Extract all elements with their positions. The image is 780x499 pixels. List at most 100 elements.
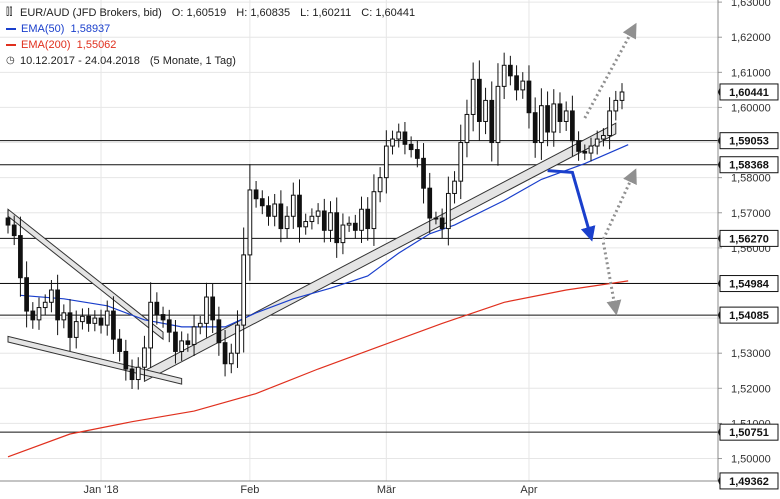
candle-body: [526, 80, 532, 114]
level-label-pointer: [718, 86, 720, 97]
candle-body: [111, 310, 116, 340]
y-tick-label: 1,61000: [731, 67, 771, 79]
candle-body: [508, 64, 513, 77]
candle-body: [328, 212, 333, 231]
candle-body: [216, 319, 222, 344]
dotted-up-mid-arrow: [602, 168, 637, 240]
candle-body: [582, 150, 588, 154]
level-label: 1,54085: [729, 310, 769, 322]
y-tick-label: 1,63000: [731, 0, 771, 9]
candle-body: [439, 217, 445, 230]
candle-body: [123, 350, 129, 370]
candle-body: [371, 191, 377, 230]
dotted-down-arrow: [601, 242, 622, 316]
level-label-pointer: [718, 427, 720, 438]
candle-body: [594, 138, 600, 147]
y-tick-label: 1,62000: [731, 32, 771, 44]
candle-body: [470, 78, 476, 115]
candle-body: [390, 138, 395, 147]
candle-body: [309, 215, 315, 223]
legend-open: 1,60519: [186, 7, 227, 19]
candle-body: [458, 142, 464, 182]
candle-body: [272, 203, 278, 217]
candle-body: [135, 366, 141, 381]
candle-body: [61, 312, 67, 321]
candle-body: [222, 342, 228, 365]
candle-body: [228, 352, 234, 365]
candle-body: [421, 157, 426, 189]
legend-high: 1,60835: [250, 7, 291, 19]
level-label-pointer: [718, 475, 720, 486]
x-tick-label: Mär: [377, 484, 396, 496]
candle-body: [501, 64, 507, 87]
y-tick-label: 1,53000: [731, 348, 771, 360]
legend-low-label: L:: [300, 7, 310, 19]
candle-body: [11, 224, 17, 237]
candle-body: [539, 105, 544, 144]
candle-body: [290, 194, 296, 217]
legend-symbol-row: ⫿⫿ EUR/AUD (JFD Brokers, bid) O: 1,60519…: [6, 5, 415, 21]
x-tick-label: Apr: [520, 484, 537, 496]
candle-body: [197, 322, 203, 328]
candle-body: [173, 331, 178, 352]
clock-icon: ◷: [6, 55, 15, 66]
ema50-path: [20, 144, 629, 328]
legend-open-label: O:: [171, 7, 184, 19]
candle-body: [55, 289, 60, 321]
ema50-swatch: [6, 28, 16, 30]
ema200-line: [7, 280, 629, 458]
candle-body: [129, 368, 135, 381]
legend-range-row: ◷ 10.12.2017 - 24.04.2018 (5 Monate, 1 T…: [6, 53, 415, 69]
x-tick-label: Jan '18: [83, 484, 118, 496]
candle-body: [545, 105, 550, 133]
x-axis: Jan '18 Feb Mär Apr: [0, 480, 718, 496]
candle-body: [253, 189, 259, 200]
bearish-arrow: [547, 169, 596, 242]
y-tick-label: 1,50000: [731, 454, 771, 466]
candle-body: [42, 301, 48, 309]
candle-body: [489, 99, 495, 144]
candle-body: [154, 301, 160, 316]
legend-ema200-value: 1,55062: [76, 39, 117, 51]
y-tick-label: 1,57000: [731, 208, 771, 220]
legend-close: 1,60441: [375, 7, 416, 19]
candle-body: [92, 317, 98, 324]
legend-ema50-row: EMA(50) 1,58937: [6, 21, 415, 37]
level-label: 1,59053: [729, 136, 769, 148]
candle-body: [452, 180, 457, 194]
chart-legend: ⫿⫿ EUR/AUD (JFD Brokers, bid) O: 1,60519…: [6, 5, 415, 69]
y-tick-label: 1,58000: [731, 173, 771, 185]
candle-body: [352, 222, 358, 231]
legend-ema50-label: EMA(50): [21, 23, 65, 35]
candle-body: [284, 215, 290, 230]
level-label: 1,50751: [729, 427, 769, 439]
candle-body: [80, 315, 85, 323]
level-label-pointer: [718, 159, 720, 170]
candle-body: [160, 314, 166, 321]
level-label-pointer: [718, 135, 720, 146]
level-label-pointer: [718, 233, 720, 244]
horizontal-level-lines: [0, 140, 718, 433]
candle-body: [396, 131, 402, 140]
candle-body: [179, 340, 185, 352]
level-label: 1,58368: [729, 160, 769, 172]
candle-body: [464, 113, 470, 144]
level-label: 1,56270: [729, 233, 769, 245]
candle-body: [551, 103, 557, 133]
candle-body: [166, 319, 172, 333]
candle-body: [377, 177, 383, 193]
candle-body: [191, 326, 197, 345]
candle-body: [210, 296, 216, 321]
legend-period: (5 Monate, 1 Tag): [149, 55, 236, 67]
candle-body: [520, 80, 526, 91]
candles-layer: [5, 52, 625, 390]
level-label: 1,60441: [729, 87, 769, 99]
candle-body: [495, 85, 501, 144]
legend-range: 10.12.2017 - 24.04.2018: [20, 55, 140, 67]
candle-body: [266, 205, 271, 217]
candle-body: [98, 317, 104, 326]
legend-ema50-value: 1,58937: [70, 23, 111, 35]
candlestick-icon: ⫿⫿: [6, 7, 13, 18]
candle-body: [247, 189, 253, 256]
candle-body: [340, 224, 346, 244]
